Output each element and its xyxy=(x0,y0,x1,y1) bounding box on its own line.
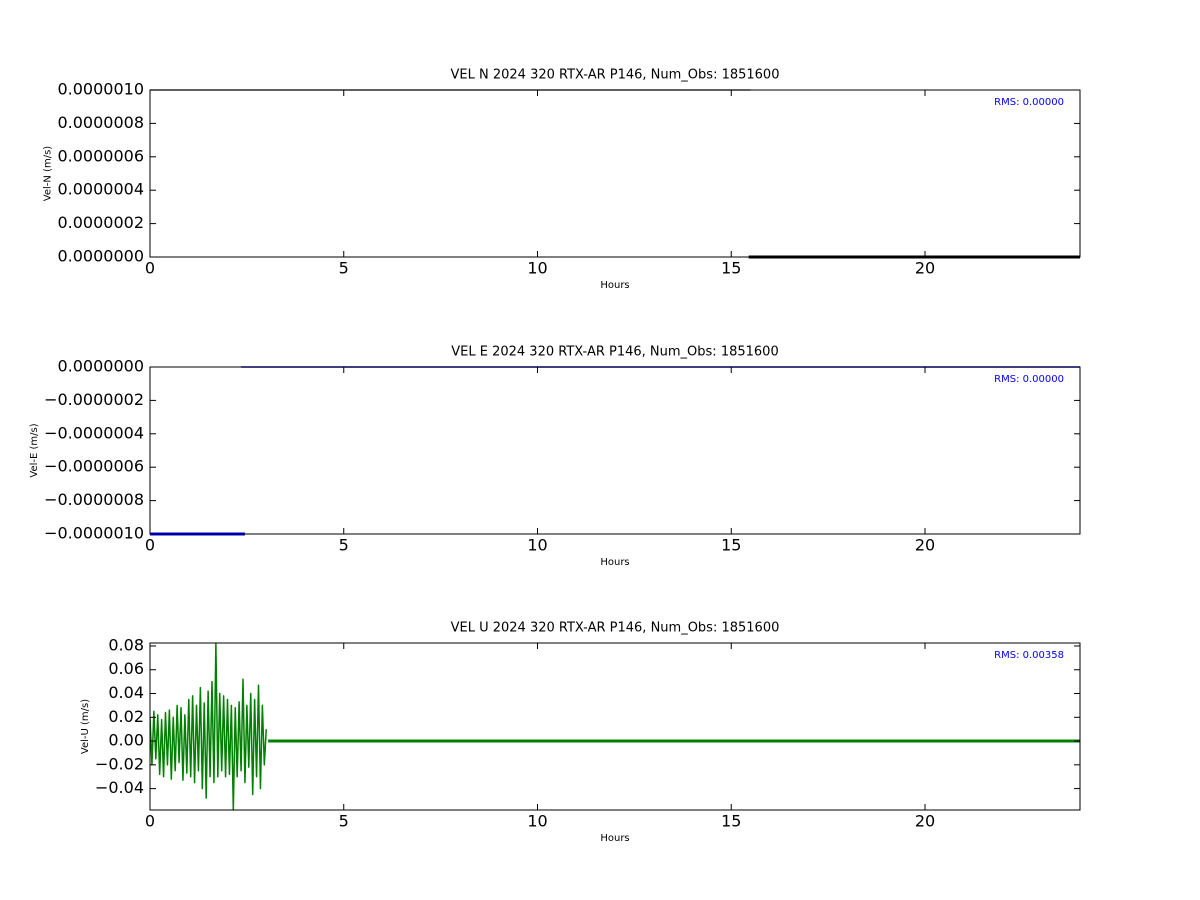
y-tick-label: −0.0000008 xyxy=(44,490,144,509)
y-tick-label: −0.0000006 xyxy=(44,457,144,476)
axes-frame xyxy=(149,366,1081,535)
y-tick-label: 0.0000000 xyxy=(57,357,144,376)
x-tick-label: 10 xyxy=(527,259,547,278)
y-tick-label: 0.0000006 xyxy=(57,146,144,165)
x-tick-label: 5 xyxy=(339,536,349,555)
y-tick-label: 0.0000010 xyxy=(57,80,144,99)
rms-annotation: RMS: 0.00000 xyxy=(994,97,1064,108)
x-tick-label: 20 xyxy=(915,536,935,555)
y-tick-label: 0.0000004 xyxy=(57,180,144,199)
chart-title: VEL E 2024 320 RTX-AR P146, Num_Obs: 185… xyxy=(451,345,778,360)
y-tick-label: −0.0000010 xyxy=(44,524,144,543)
x-tick-label: 5 xyxy=(339,259,349,278)
x-axis-label: Hours xyxy=(600,833,629,844)
y-tick-label: 0.04 xyxy=(108,683,144,702)
plot-area xyxy=(150,366,1080,536)
plot-area xyxy=(150,642,1080,811)
y-tick-label: −0.04 xyxy=(95,778,144,797)
x-tick-label: 15 xyxy=(721,812,741,831)
x-tick-label: 0 xyxy=(145,812,155,831)
chart-title: VEL N 2024 320 RTX-AR P146, Num_Obs: 185… xyxy=(451,68,780,83)
y-tick-label: 0.0000000 xyxy=(57,247,144,266)
y-axis-label: Vel-N (m/s) xyxy=(42,146,53,201)
y-axis-label: Vel-E (m/s) xyxy=(29,423,40,477)
y-tick-label: −0.0000002 xyxy=(44,390,144,409)
x-tick-label: 0 xyxy=(145,259,155,278)
y-tick-label: 0.08 xyxy=(108,635,144,654)
x-tick-label: 10 xyxy=(527,812,547,831)
chart-title: VEL U 2024 320 RTX-AR P146, Num_Obs: 185… xyxy=(451,621,780,636)
series-line xyxy=(150,642,267,811)
x-tick-label: 15 xyxy=(721,259,741,278)
y-tick-label: 0.00 xyxy=(108,731,144,750)
rms-annotation: RMS: 0.00000 xyxy=(994,374,1064,385)
x-tick-label: 20 xyxy=(915,259,935,278)
axes-frame xyxy=(149,89,1081,258)
x-tick-label: 5 xyxy=(339,812,349,831)
rms-annotation: RMS: 0.00358 xyxy=(994,650,1064,661)
y-tick-label: 0.06 xyxy=(108,659,144,678)
plot-area xyxy=(150,89,1080,259)
y-axis-label: Vel-U (m/s) xyxy=(80,699,91,754)
axes-frame xyxy=(149,642,1081,811)
y-tick-label: −0.0000004 xyxy=(44,423,144,442)
y-tick-label: 0.02 xyxy=(108,707,144,726)
y-tick-label: 0.0000008 xyxy=(57,113,144,132)
x-tick-label: 15 xyxy=(721,536,741,555)
y-tick-label: −0.02 xyxy=(95,754,144,773)
x-tick-label: 10 xyxy=(527,536,547,555)
x-axis-label: Hours xyxy=(600,280,629,291)
x-axis-label: Hours xyxy=(600,557,629,568)
y-tick-label: 0.0000002 xyxy=(57,213,144,232)
x-tick-label: 20 xyxy=(915,812,935,831)
x-tick-label: 0 xyxy=(145,536,155,555)
